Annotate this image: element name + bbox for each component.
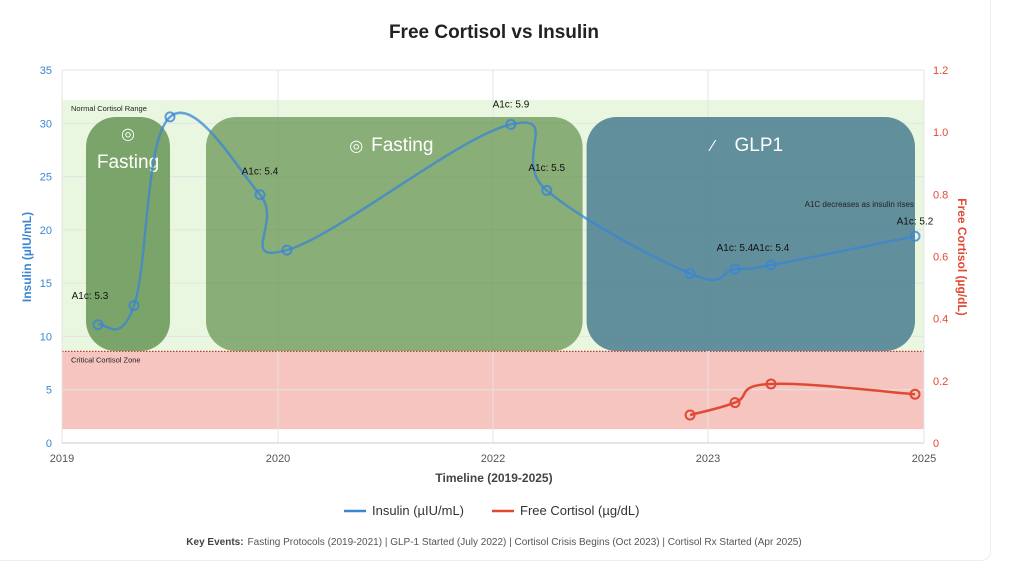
y-right-tick-label: 0.6 xyxy=(933,252,948,264)
syringe-icon: ∕ xyxy=(707,138,716,155)
a1c-label: A1c: 5.3 xyxy=(72,291,109,302)
legend: Insulin (µIU/mL) Free Cortisol (µg/dL) xyxy=(344,503,639,518)
y-left-tick-label: 0 xyxy=(46,438,52,450)
a1c-label: A1c: 5.2 xyxy=(897,217,934,228)
annotation-layer: Normal Cortisol Range Critical Cortisol Z… xyxy=(71,99,934,364)
phase-label-2: Fasting xyxy=(371,135,433,156)
cortisol-point xyxy=(909,388,921,400)
y-left-tick-label: 35 xyxy=(40,65,52,77)
cortisol-point xyxy=(729,397,741,409)
y-left-tick-label: 25 xyxy=(40,172,52,184)
y-right-tick-label: 0.4 xyxy=(933,314,948,326)
x-tick-label: 2022 xyxy=(481,453,505,465)
a1c-label: A1c: 5.5 xyxy=(528,163,565,174)
x-tick-label: 2020 xyxy=(266,453,290,465)
a1c-label: A1c: 5.4 xyxy=(242,166,279,177)
y-right-tick-label: 1.0 xyxy=(933,127,948,139)
insulin-point xyxy=(765,259,777,271)
y-right-tick-label: 0.8 xyxy=(933,189,948,201)
phase-layer: ◎ Fasting ◎ Fasting ∕ GLP1 xyxy=(86,117,915,351)
phase-box-1 xyxy=(86,117,170,351)
legend-item-cortisol[interactable]: Free Cortisol (µg/dL) xyxy=(492,503,639,518)
normal-zone-label: Normal Cortisol Range xyxy=(71,104,147,113)
y-left-tick-label: 5 xyxy=(46,385,52,397)
cortisol-point xyxy=(684,409,696,421)
y-right-tick-label: 0.2 xyxy=(933,376,948,388)
chart-title: Free Cortisol vs Insulin xyxy=(389,22,599,43)
y-right-tick-label: 0 xyxy=(933,438,939,450)
series-layer xyxy=(92,111,921,421)
footer-key-events: Key Events: Fasting Protocols (2019-2021)… xyxy=(186,537,801,548)
chart-frame xyxy=(0,0,991,561)
y-left-tick-label: 20 xyxy=(40,225,52,237)
series-line-insulin xyxy=(97,111,916,331)
phase-label-3: GLP1 xyxy=(734,135,783,156)
phase-box-2 xyxy=(206,117,583,351)
insulin-note: A1C decreases as insulin rises xyxy=(805,200,914,209)
x-tick-label: 2023 xyxy=(696,453,720,465)
phase-box-3 xyxy=(586,117,915,351)
insulin-point xyxy=(92,319,104,331)
insulin-point xyxy=(541,184,553,196)
cortisol-point xyxy=(765,378,777,390)
y-axis-right-title: Free Cortisol (µg/dL) xyxy=(955,198,969,316)
insulin-point xyxy=(684,268,696,280)
plate-icon: ◎ xyxy=(121,126,135,143)
x-tick-label: 2019 xyxy=(50,453,74,465)
footer-text: Fasting Protocols (2019-2021) | GLP-1 St… xyxy=(248,537,802,548)
insulin-point xyxy=(729,263,741,275)
y-left-tick-label: 15 xyxy=(40,278,52,290)
plate-icon: ◎ xyxy=(349,138,363,155)
insulin-point xyxy=(909,230,921,242)
footer-key: Key Events: xyxy=(186,537,243,548)
y-left-tick-label: 30 xyxy=(40,118,52,130)
series-line-cortisol xyxy=(689,382,916,417)
phase-label-1: Fasting xyxy=(97,152,159,173)
insulin-point xyxy=(164,111,176,123)
legend-label-insulin: Insulin (µIU/mL) xyxy=(372,503,464,518)
insulin-point xyxy=(254,189,266,201)
legend-item-insulin[interactable]: Insulin (µIU/mL) xyxy=(344,503,464,518)
insulin-point xyxy=(281,244,293,256)
insulin-point xyxy=(505,118,517,130)
y-axis-left-title: Insulin (µIU/mL) xyxy=(20,212,34,302)
insulin-point xyxy=(128,300,140,312)
critical-zone-label: Critical Cortisol Zone xyxy=(71,355,141,364)
y-left-tick-label: 10 xyxy=(40,331,52,343)
legend-label-cortisol: Free Cortisol (µg/dL) xyxy=(520,503,639,518)
x-tick-label: 2025 xyxy=(912,453,936,465)
x-axis-title: Timeline (2019-2025) xyxy=(435,471,552,485)
a1c-label: A1c: 5.4 xyxy=(753,243,790,254)
a1c-label: A1c: 5.9 xyxy=(493,99,530,110)
a1c-label: A1c: 5.4 xyxy=(717,243,754,254)
y-right-tick-label: 1.2 xyxy=(933,65,948,77)
